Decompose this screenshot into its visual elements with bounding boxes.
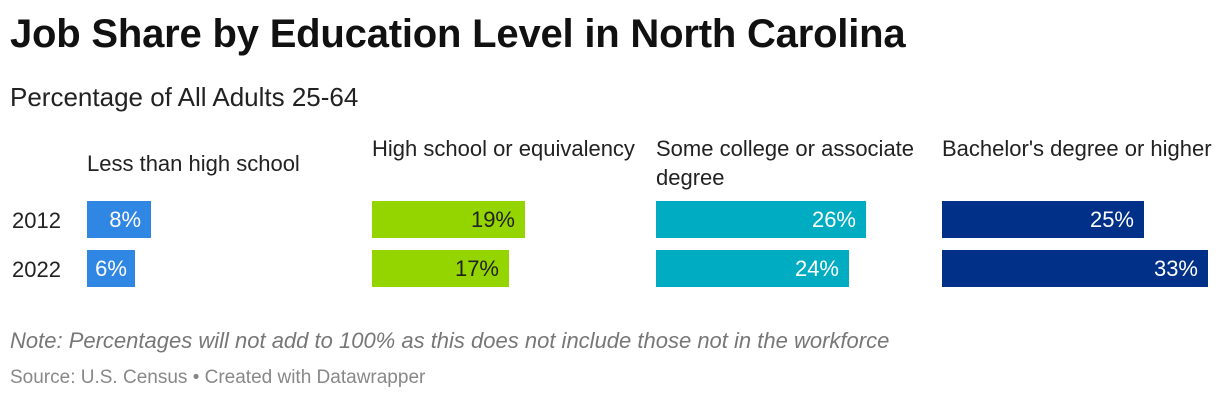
column-header: High school or equivalency [372, 136, 635, 161]
bar-value-label: 24% [794, 256, 839, 281]
bar-value-label: 19% [470, 207, 515, 232]
bar [87, 201, 151, 238]
bar [656, 250, 849, 287]
chart-subtitle: Percentage of All Adults 25-64 [10, 82, 359, 112]
bar [87, 250, 135, 287]
chart-title: Job Share by Education Level in North Ca… [10, 12, 906, 56]
chart-source: Source: U.S. Census • Created with Dataw… [10, 367, 426, 388]
bar-value-label: 25% [1089, 207, 1134, 232]
bar [656, 201, 866, 238]
bar [942, 250, 1208, 287]
bar-value-label: 17% [454, 256, 499, 281]
bar [372, 201, 525, 238]
bar [372, 250, 509, 287]
column-header: Some college or associate degree [656, 136, 915, 190]
bar-value-label: 6% [95, 256, 127, 281]
bar-value-label: 33% [1153, 256, 1198, 281]
bar [942, 201, 1144, 238]
row-label: 2012 [12, 208, 61, 233]
bar-value-label: 26% [811, 207, 856, 232]
column-header: Less than high school [87, 151, 300, 176]
column-header: Bachelor's degree or higher [942, 136, 1212, 161]
chart-note: Note: Percentages will not add to 100% a… [10, 328, 890, 353]
bar-value-label: 8% [109, 207, 141, 232]
row-label: 2022 [12, 257, 61, 282]
